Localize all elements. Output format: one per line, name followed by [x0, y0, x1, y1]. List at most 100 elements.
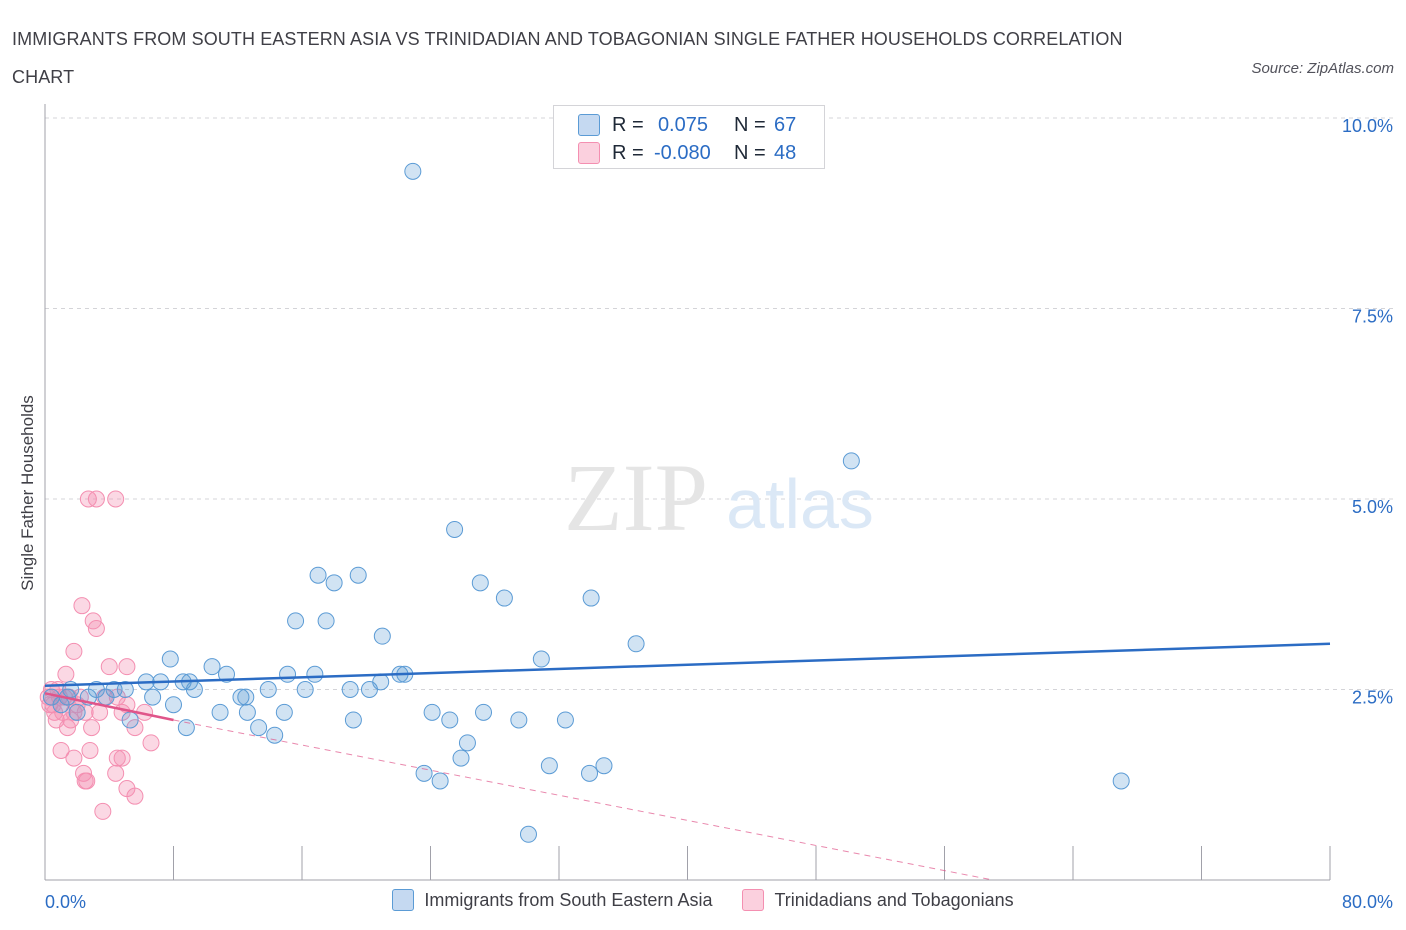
blue-data-point — [259, 681, 277, 698]
blue-series-points — [42, 162, 1130, 843]
y-tick-label: 2.5% — [1352, 688, 1393, 708]
watermark: ZIP atlas — [564, 444, 874, 551]
tick-labels: 2.5% 5.0% 7.5% 10.0% 0.0% 80.0% — [45, 116, 1393, 912]
blue-data-point — [532, 650, 550, 668]
blue-data-point — [266, 726, 284, 744]
blue-data-point — [52, 696, 70, 714]
blue-data-point — [68, 703, 86, 721]
pink-data-point — [113, 749, 131, 767]
blue-data-point — [627, 635, 645, 653]
legend-r-value: -0.080 — [654, 141, 711, 164]
blue-data-point — [556, 711, 574, 729]
blue-data-point — [279, 665, 297, 683]
stats-legend: R = 0.075 N = 67 R = -0.080 N = 48 — [553, 105, 825, 169]
blue-data-point — [185, 681, 203, 698]
legend-r-label: R = — [612, 113, 644, 136]
y-tick-label: 5.0% — [1352, 497, 1393, 517]
pink-data-point — [94, 802, 112, 820]
y-tick-label: 10.0% — [1342, 116, 1393, 136]
legend-n-label: N = — [734, 141, 766, 164]
pink-data-point — [107, 764, 125, 782]
blue-data-point — [232, 688, 250, 706]
pink-data-point — [78, 772, 96, 790]
blue-data-point — [211, 703, 229, 721]
blue-data-point — [349, 566, 367, 584]
pink-trend-line-extension — [173, 719, 993, 881]
blue-data-point — [510, 711, 528, 729]
blue-data-point — [415, 764, 433, 782]
pink-data-point — [65, 642, 83, 660]
pink-data-point — [142, 734, 160, 752]
pink-data-point — [126, 787, 144, 805]
blue-data-point — [441, 711, 459, 729]
blue-data-point — [165, 696, 182, 714]
blue-data-point — [582, 589, 600, 607]
blue-data-point — [581, 764, 599, 782]
series-legend-item-pink: Trinidadians and Tobagonians — [742, 889, 1014, 911]
legend-n-value: 67 — [774, 113, 797, 136]
source-label: Source: ZipAtlas.com — [1251, 60, 1394, 77]
pink-data-point — [100, 658, 118, 676]
pink-data-point — [87, 490, 105, 508]
series-legend-label-pink: Trinidadians and Tobagonians — [774, 889, 1014, 910]
blue-data-point — [250, 719, 268, 737]
blue-data-point — [452, 749, 470, 767]
pink-data-point — [81, 741, 99, 759]
grid-lines — [45, 117, 1395, 690]
blue-data-point — [458, 734, 476, 752]
blue-data-point — [446, 520, 464, 538]
series-legend-item-blue: Immigrants from South Eastern Asia — [392, 889, 712, 911]
blue-data-point — [317, 612, 335, 630]
blue-data-point — [431, 772, 449, 790]
blue-data-point — [287, 612, 305, 630]
blue-data-point — [475, 703, 493, 721]
x-tick-label: 0.0% — [45, 892, 86, 912]
blue-data-point — [237, 688, 255, 706]
legend-n-value: 48 — [774, 141, 797, 164]
blue-trend-line — [44, 642, 1331, 687]
legend-r-label: R = — [612, 141, 644, 164]
legend-row-blue: R = 0.075 N = 67 — [578, 112, 796, 138]
pink-data-point — [83, 719, 101, 737]
pink-data-point — [65, 749, 83, 767]
blue-data-point — [373, 627, 391, 645]
blue-data-point — [423, 703, 441, 721]
blue-data-point — [471, 574, 489, 592]
pink-data-point — [107, 490, 125, 508]
blue-data-point — [296, 681, 314, 698]
blue-data-point — [360, 681, 378, 698]
blue-data-point — [161, 650, 179, 668]
series-legend-swatch-blue — [392, 889, 415, 911]
pink-data-point — [58, 719, 76, 737]
legend-n-label: N = — [734, 113, 766, 136]
blue-data-point — [144, 688, 162, 706]
blue-data-point — [344, 711, 362, 729]
blue-data-point — [203, 658, 221, 676]
pink-data-point — [87, 620, 105, 638]
blue-data-point — [238, 703, 256, 721]
legend-row-pink: R = -0.080 N = 48 — [578, 140, 796, 166]
pink-trend-line — [44, 692, 174, 722]
x-tick-label: 80.0% — [1342, 892, 1393, 912]
blue-data-point — [306, 665, 324, 683]
legend-r-value: 0.075 — [657, 113, 708, 136]
blue-data-point — [404, 162, 422, 180]
blue-data-point — [1112, 772, 1130, 790]
series-legend-swatch-pink — [742, 889, 765, 911]
blue-data-point — [540, 757, 558, 775]
y-axis-label: Single Father Households — [18, 395, 37, 591]
pink-data-point — [52, 741, 70, 759]
series-legend: Immigrants from South Eastern Asia Trini… — [0, 889, 1406, 911]
trend-lines — [44, 642, 1331, 881]
pink-data-point — [57, 665, 75, 683]
blue-data-point — [842, 452, 860, 470]
blue-data-point — [116, 681, 134, 698]
watermark-atlas: atlas — [726, 465, 874, 543]
pink-data-point — [108, 749, 126, 767]
series-legend-label-blue: Immigrants from South Eastern Asia — [424, 889, 713, 910]
blue-data-point — [519, 825, 537, 843]
blue-data-point — [325, 574, 343, 592]
chart-title: IMMIGRANTS FROM SOUTH EASTERN ASIA VS TR… — [12, 29, 1123, 87]
blue-data-point — [177, 719, 195, 737]
